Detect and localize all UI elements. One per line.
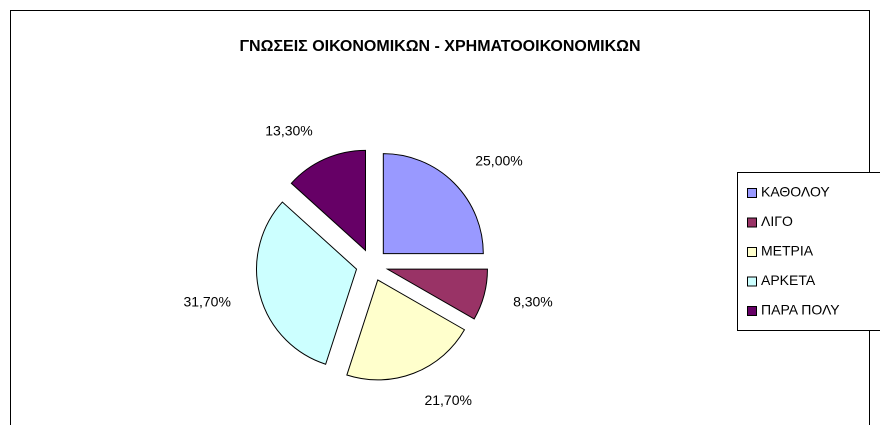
legend-swatch: [747, 276, 757, 287]
pie-slice: [385, 268, 488, 320]
data-label: 13,30%: [265, 122, 312, 138]
legend-swatch: [747, 217, 757, 228]
legend-label: ΜΕΤΡΙΑ: [761, 243, 814, 259]
legend-label: ΑΡΚΕΤΑ: [761, 272, 816, 288]
pie-slice: [290, 149, 367, 252]
chart-title: ΓΝΩΣΕΙΣ ΟΙΚΟΝΟΜΙΚΩΝ - ΧΡΗΜΑΤΟΟΙΚΟΝΟΜΙΚΩΝ: [239, 38, 640, 55]
legend: [737, 172, 880, 331]
legend-label: ΛΙΓΟ: [761, 213, 793, 229]
legend-swatch: [747, 306, 757, 316]
pie-slice: [382, 153, 484, 255]
data-label: 8,30%: [513, 293, 553, 309]
pie-slice: [256, 201, 358, 365]
legend-label: ΚΑΘΟΛΟΥ: [761, 184, 830, 200]
legend-swatch: [747, 188, 757, 198]
legend-label: ΠΑΡΑ ΠΟΛΥ: [761, 302, 840, 318]
data-label: 31,70%: [183, 293, 230, 309]
legend-swatch: [747, 247, 757, 257]
data-label: 21,70%: [424, 392, 471, 408]
data-label: 25,00%: [475, 152, 522, 168]
pie-slice: [346, 279, 466, 381]
